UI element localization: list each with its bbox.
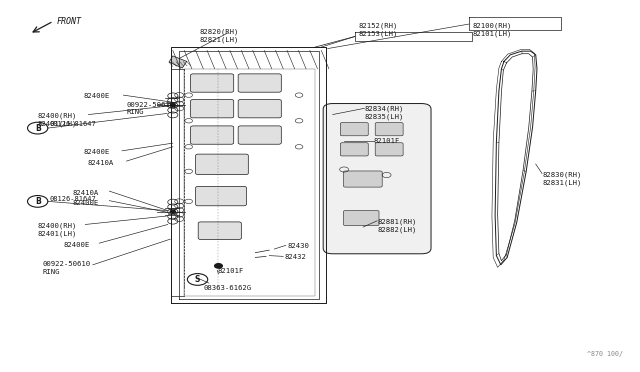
Text: 08126-81647: 08126-81647: [49, 196, 96, 202]
FancyBboxPatch shape: [340, 143, 368, 156]
Text: 82400(RH)
82401(LH): 82400(RH) 82401(LH): [38, 113, 77, 127]
Circle shape: [170, 210, 175, 213]
Text: 82410A: 82410A: [87, 160, 113, 166]
Text: ^870 100/: ^870 100/: [588, 352, 623, 357]
Text: S: S: [195, 275, 200, 284]
FancyBboxPatch shape: [196, 154, 248, 174]
Text: 08126-81647: 08126-81647: [49, 121, 96, 128]
Text: 82101F: 82101F: [217, 268, 243, 274]
Text: 82881(RH)
82882(LH): 82881(RH) 82882(LH): [377, 218, 417, 233]
Text: 82432: 82432: [284, 254, 307, 260]
FancyBboxPatch shape: [344, 171, 382, 187]
FancyBboxPatch shape: [238, 126, 282, 144]
FancyBboxPatch shape: [196, 186, 246, 206]
Circle shape: [214, 264, 222, 268]
Text: 82400(RH)
82401(LH): 82400(RH) 82401(LH): [38, 223, 77, 237]
FancyBboxPatch shape: [198, 222, 241, 240]
FancyBboxPatch shape: [344, 211, 379, 225]
FancyBboxPatch shape: [375, 123, 403, 136]
Text: 82830(RH)
82831(LH): 82830(RH) 82831(LH): [542, 171, 581, 186]
Text: 82834(RH)
82835(LH): 82834(RH) 82835(LH): [364, 105, 404, 120]
Text: FRONT: FRONT: [57, 17, 82, 26]
Text: 82430: 82430: [287, 243, 309, 249]
Text: 82400E: 82400E: [84, 149, 110, 155]
FancyBboxPatch shape: [238, 74, 282, 92]
Text: 82820(RH)
82821(LH): 82820(RH) 82821(LH): [200, 28, 239, 43]
Text: 82400E: 82400E: [72, 199, 99, 206]
FancyBboxPatch shape: [191, 74, 234, 92]
Text: 82410A: 82410A: [72, 190, 99, 196]
Polygon shape: [169, 56, 187, 68]
Text: 82100(RH)
82101(LH): 82100(RH) 82101(LH): [472, 23, 511, 38]
FancyBboxPatch shape: [238, 100, 282, 118]
FancyBboxPatch shape: [191, 126, 234, 144]
Circle shape: [170, 104, 175, 107]
Text: 08363-6162G: 08363-6162G: [204, 285, 252, 291]
FancyBboxPatch shape: [191, 100, 234, 118]
Text: 82152(RH)
82153(LH): 82152(RH) 82153(LH): [358, 23, 397, 38]
Text: B: B: [35, 124, 40, 132]
Text: 82101F: 82101F: [374, 138, 400, 144]
Text: 00922-50610
RING: 00922-50610 RING: [127, 102, 175, 115]
FancyBboxPatch shape: [375, 143, 403, 156]
Text: 00922-50610
RING: 00922-50610 RING: [42, 261, 90, 275]
Text: 82400E: 82400E: [84, 93, 110, 99]
Text: 82400E: 82400E: [63, 242, 90, 248]
FancyBboxPatch shape: [323, 103, 431, 254]
FancyBboxPatch shape: [340, 123, 368, 136]
Text: B: B: [35, 197, 40, 206]
